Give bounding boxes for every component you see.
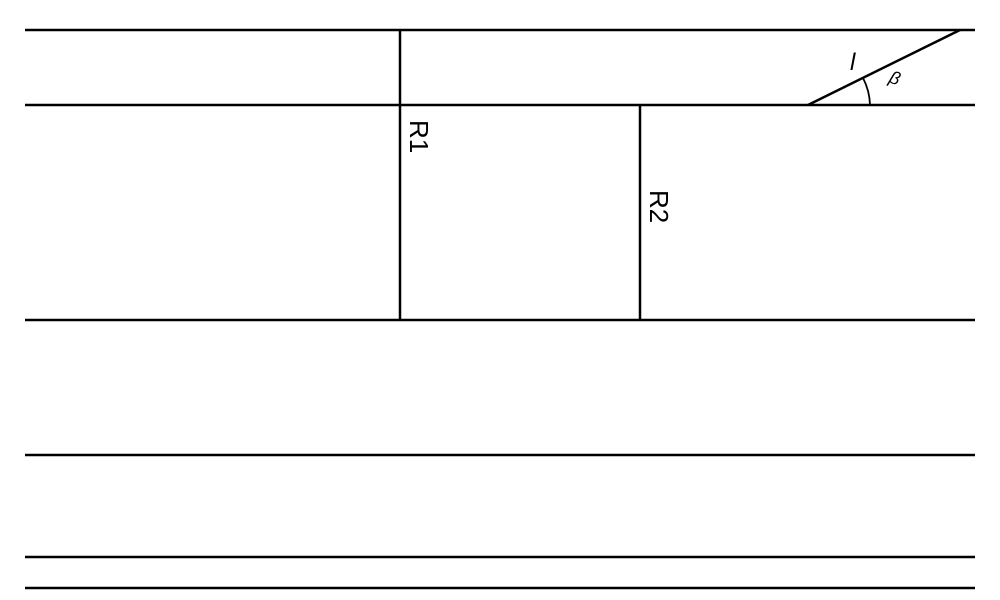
label-l: l xyxy=(850,49,856,76)
angle-line xyxy=(808,30,960,105)
angle-arc xyxy=(863,78,870,105)
diagram-canvas: l β R1 R2 xyxy=(0,0,1000,600)
label-r2: R2 xyxy=(644,190,674,223)
label-beta: β xyxy=(886,67,903,90)
label-r1: R1 xyxy=(404,120,434,153)
